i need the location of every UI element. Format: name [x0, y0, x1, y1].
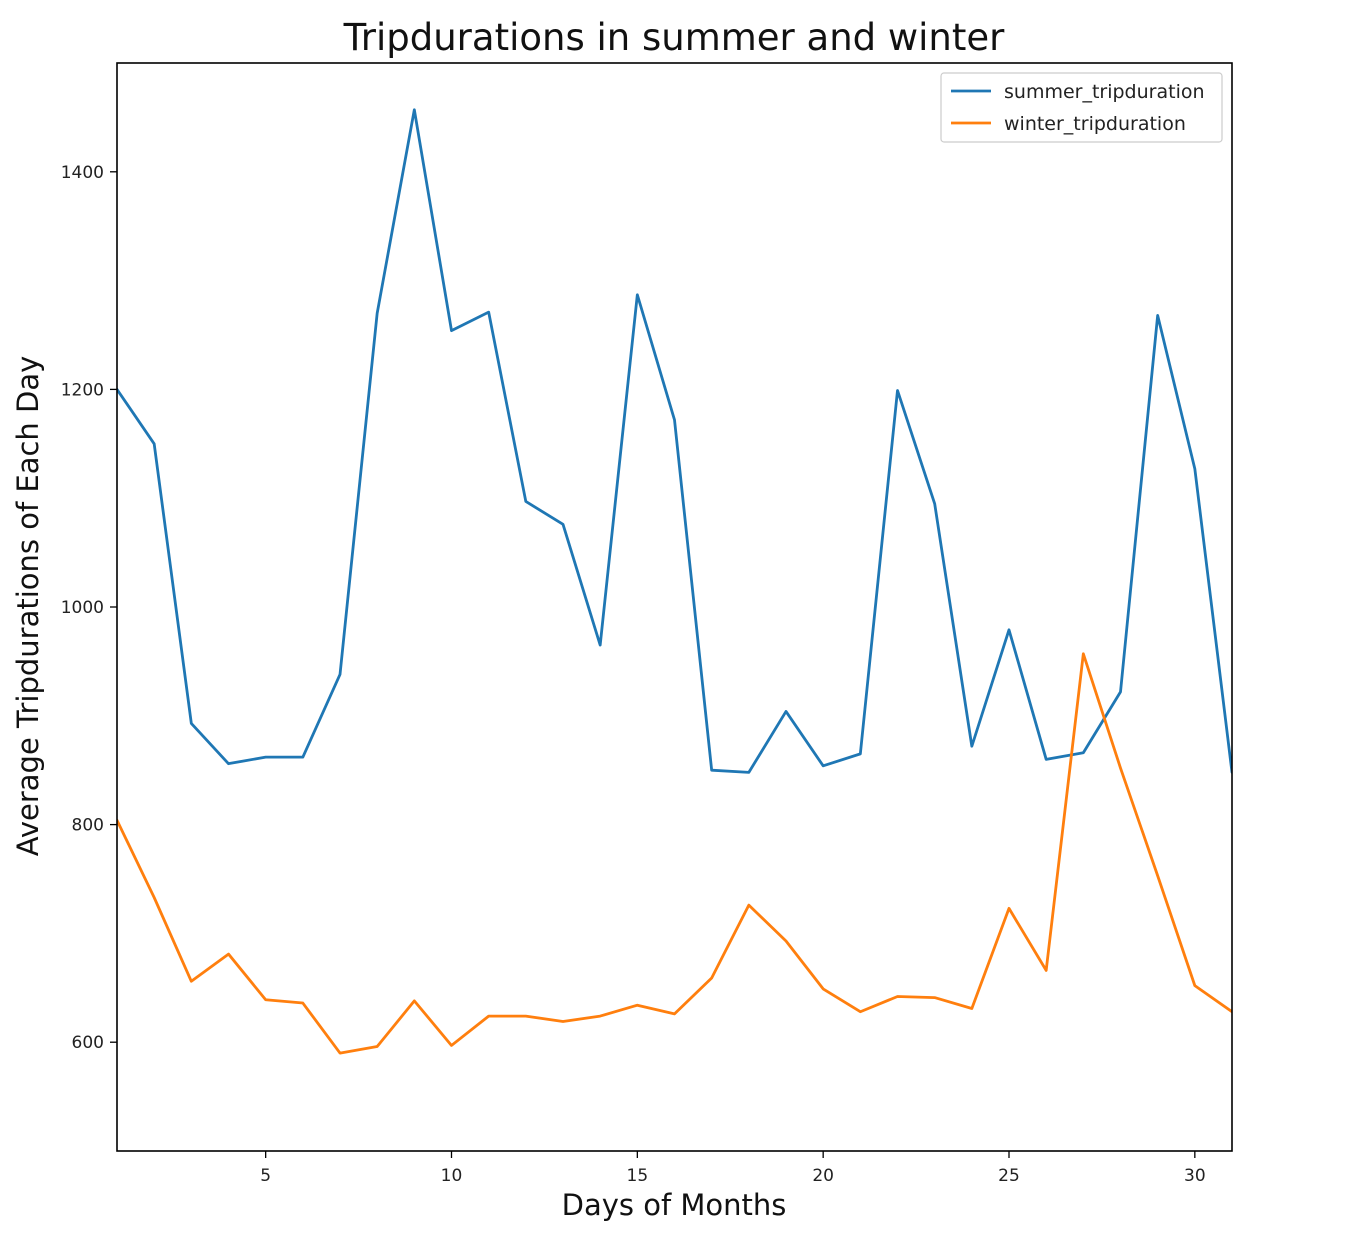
y-tick-label: 1400	[61, 163, 104, 183]
y-axis-title: Average Tripdurations of Each Day	[11, 356, 45, 857]
y-tick-label: 1000	[61, 598, 104, 618]
y-axis-ticks: 600 800 1000 1200 1400	[61, 163, 117, 1053]
legend-box	[940, 72, 1223, 143]
series-line-winter_tripduration	[117, 652, 1232, 1055]
y-tick-label: 600	[72, 1033, 104, 1053]
legend: summer_tripduration winter_tripduration	[940, 72, 1223, 143]
x-axis-title: Days of Months	[562, 1188, 787, 1222]
x-tick-label: 10	[441, 1166, 463, 1186]
series-line-summer_tripduration	[117, 108, 1232, 774]
x-tick-label: 5	[260, 1166, 271, 1186]
x-tick-label: 15	[627, 1166, 649, 1186]
y-tick-label: 1200	[61, 380, 104, 400]
series-layer	[117, 108, 1232, 1055]
x-axis-ticks: 5 10 15 20 25 30	[260, 1151, 1206, 1186]
y-tick-label: 800	[72, 816, 104, 836]
x-tick-label: 30	[1184, 1166, 1206, 1186]
legend-label: winter_tripduration	[1004, 113, 1186, 135]
plot-area-frame	[116, 62, 1233, 1152]
legend-label: summer_tripduration	[1004, 81, 1205, 103]
x-tick-label: 25	[998, 1166, 1020, 1186]
chart-title: Tripdurations in summer and winter	[343, 16, 1006, 59]
x-tick-label: 20	[812, 1166, 834, 1186]
